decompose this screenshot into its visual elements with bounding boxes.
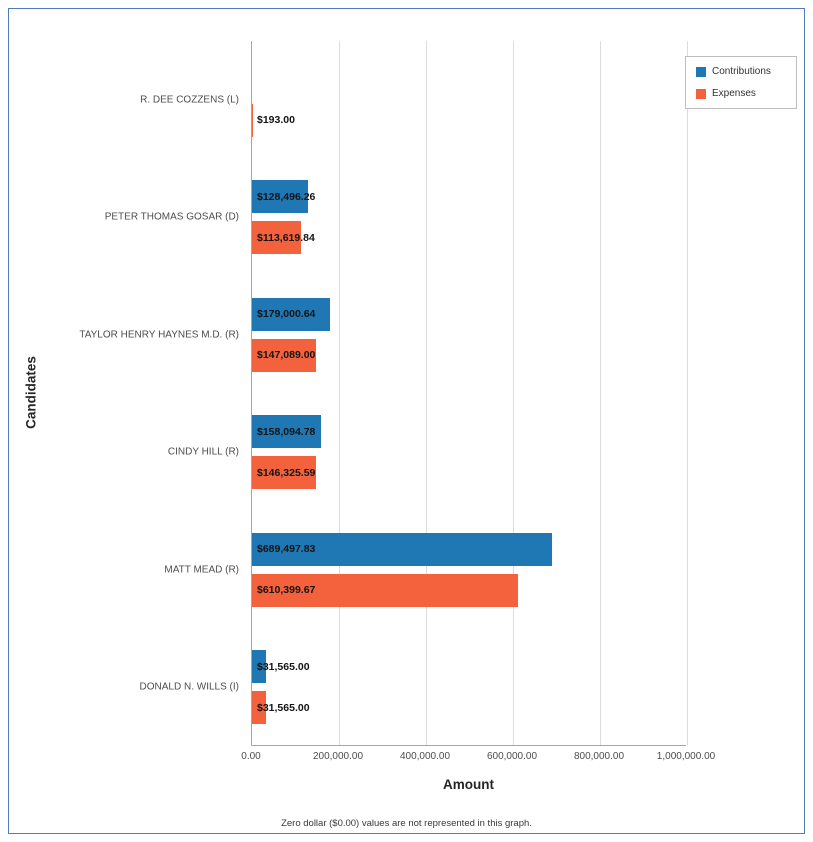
- legend: Contributions Expenses: [685, 56, 797, 109]
- x-tick-label: 800,000.00: [573, 751, 625, 762]
- x-tick-label: 0.00: [241, 751, 261, 762]
- bar-contributions: [252, 532, 552, 566]
- bar-value-label: $193.00: [257, 114, 295, 127]
- bar-value-label: $146,325.59: [257, 466, 316, 479]
- bar-value-label: $147,089.00: [257, 349, 316, 362]
- x-axis-ticks: 0.00 200,000.00 400,000.00 600,000.00 800,00…: [241, 751, 715, 767]
- bar-value-label: $128,496.26: [257, 190, 316, 203]
- x-tick-label: 400,000.00: [399, 751, 451, 762]
- category-label: TAYLOR HENRY HAYNES M.D. (R): [79, 329, 239, 341]
- x-tick-label: 600,000.00: [486, 751, 538, 762]
- bar-value-label: $610,399.67: [257, 584, 316, 597]
- category-label: CINDY HILL (R): [167, 446, 239, 458]
- bar-value-label: $31,565.00: [257, 701, 310, 714]
- gridline: [687, 41, 688, 745]
- category-label: PETER THOMAS GOSAR (D): [104, 211, 239, 223]
- bar-value-label: $689,497.83: [257, 543, 316, 556]
- x-axis-title: Amount: [443, 777, 494, 792]
- legend-swatch: [696, 88, 706, 99]
- bar-value-label: $113,619.84: [257, 231, 315, 244]
- bar-contributions: [252, 415, 321, 449]
- x-tick-label: 1,000,000.00: [656, 751, 716, 762]
- bar-contributions: [252, 650, 266, 684]
- legend-item-contributions: Contributions: [696, 66, 786, 77]
- plot-area: $193.00 $128,496.26 $113,619.84 $179,000.64…: [251, 41, 688, 746]
- bar-expenses: [252, 691, 266, 725]
- legend-swatch: [696, 66, 706, 77]
- legend-label: Contributions: [712, 66, 771, 77]
- gridline: [513, 41, 514, 745]
- bar-expenses: [252, 221, 302, 255]
- category-axis: R. DEE COZZENS (L) PETER THOMAS GOSAR (D)…: [9, 41, 245, 746]
- bar-expenses: [252, 573, 518, 607]
- bar-value-label: $31,565.00: [257, 660, 310, 673]
- legend-label: Expenses: [712, 88, 756, 99]
- gridline: [426, 41, 427, 745]
- bar-expenses: [252, 103, 253, 137]
- category-label: R. DEE COZZENS (L): [140, 94, 239, 106]
- gridline: [600, 41, 601, 745]
- bar-contributions: [252, 180, 308, 214]
- bar-expenses: [252, 338, 316, 372]
- category-label: DONALD N. WILLS (I): [139, 681, 239, 693]
- bar-expenses: [252, 456, 316, 490]
- x-tick-label: 200,000.00: [312, 751, 364, 762]
- footnote: Zero dollar ($0.00) values are not repre…: [281, 818, 532, 829]
- bar-contributions: [252, 297, 330, 331]
- gridline: [339, 41, 340, 745]
- bar-value-label: $158,094.78: [257, 425, 316, 438]
- category-label: MATT MEAD (R): [164, 564, 239, 576]
- legend-item-expenses: Expenses: [696, 88, 786, 99]
- chart-frame: Candidates R. DEE COZZENS (L) PETER THOMA…: [8, 8, 805, 834]
- bar-value-label: $179,000.64: [257, 308, 316, 321]
